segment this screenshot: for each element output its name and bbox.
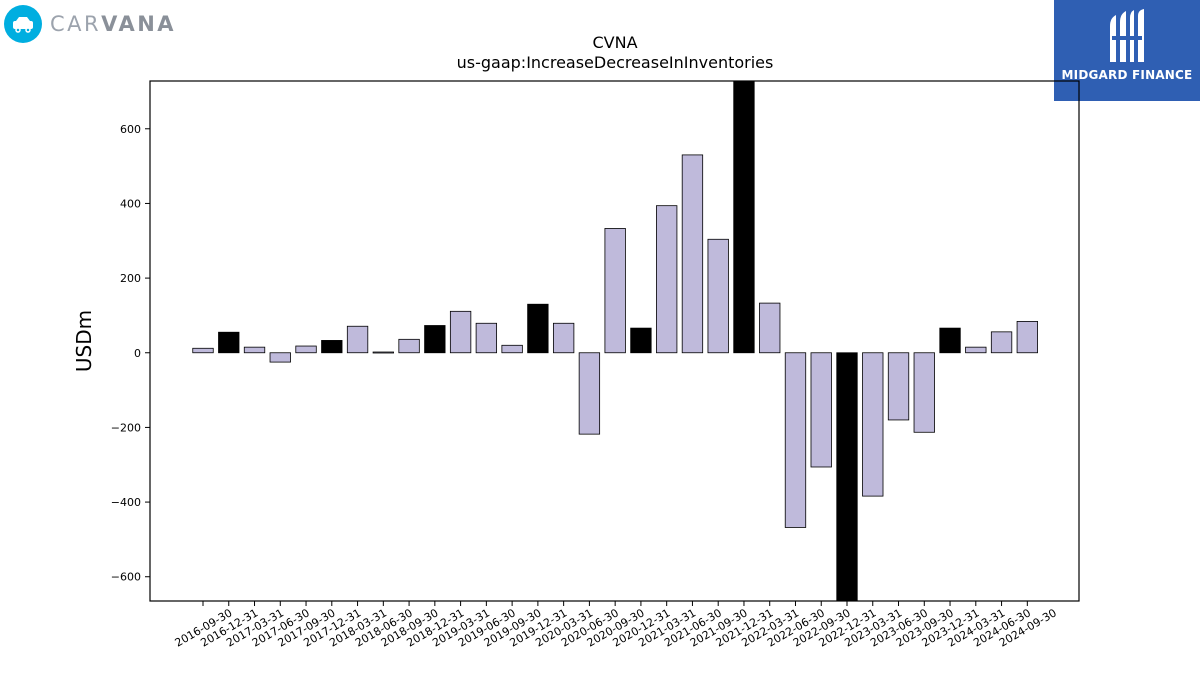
bar-2019-06-30 (475, 322, 498, 354)
bar-2019-09-30 (501, 344, 523, 354)
bar-2020-03-31 (552, 322, 575, 354)
bar-2018-06-30 (372, 351, 394, 354)
bar-2024-03-31 (965, 346, 987, 354)
bar-2018-03-31 (346, 325, 369, 354)
bar-2019-12-31 (527, 303, 549, 354)
bar-2022-09-30 (810, 352, 832, 468)
y-tick-label: −200 (111, 421, 141, 434)
bar-2017-06-30 (269, 352, 291, 363)
bar-2021-06-30 (681, 154, 704, 354)
bar-2024-09-30 (1016, 320, 1038, 354)
bar-2024-06-30 (990, 331, 1013, 354)
chart-subtitle: us-gaap:IncreaseDecreaseInInventories (457, 53, 774, 72)
bar-2017-12-31 (321, 340, 343, 354)
y-tick-label: 400 (120, 197, 141, 210)
bar-2023-03-31 (862, 352, 884, 497)
bar-2021-12-31 (733, 80, 755, 354)
y-axis: −600 −400 −200 0 200 400 600 (111, 123, 150, 584)
bar-2022-03-31 (759, 302, 781, 354)
y-tick-label: −600 (111, 571, 141, 584)
car-icon (4, 5, 42, 43)
y-tick-label: −400 (111, 496, 141, 509)
carvana-wordmark-bold: VANA (101, 12, 177, 36)
bar-2022-12-31 (836, 352, 858, 602)
y-tick-label: 600 (120, 123, 141, 136)
bars-group (192, 80, 1038, 602)
bar-2016-09-30 (192, 347, 214, 354)
bar-2019-03-31 (449, 310, 472, 354)
x-axis: 2016-09-302016-12-312017-03-312017-06-30… (173, 601, 1059, 650)
bar-2018-12-31 (424, 325, 446, 354)
midgard-emblem-icon (1110, 9, 1144, 62)
bar-2023-06-30 (887, 352, 910, 421)
y-tick-label: 200 (120, 272, 141, 285)
bar-2023-12-31 (939, 327, 961, 354)
bar-2021-09-30 (707, 238, 729, 354)
carvana-wordmark-light: CAR (50, 12, 102, 36)
bar-2023-09-30 (913, 352, 935, 433)
bar-2018-09-30 (398, 338, 420, 354)
carvana-wordmark: CARVANA (50, 12, 176, 36)
chart-title: CVNA (592, 33, 637, 52)
midgard-finance-logo: MIDGARD FINANCE (1054, 0, 1200, 101)
plot-frame (149, 80, 1080, 602)
midgard-finance-wordmark: MIDGARD FINANCE (1061, 68, 1193, 82)
bar-2022-06-30 (784, 352, 807, 528)
bar-2016-12-31 (218, 331, 240, 354)
y-tick-label: 0 (134, 347, 141, 360)
bar-2020-06-30 (578, 352, 601, 435)
bar-2017-09-30 (295, 345, 317, 354)
bar-2020-12-31 (630, 327, 652, 354)
bar-2020-09-30 (604, 228, 626, 354)
y-axis-label: USDm (72, 310, 96, 372)
bar-2017-03-31 (243, 346, 266, 354)
carvana-logo: CARVANA (4, 4, 176, 44)
bar-2021-03-31 (656, 205, 678, 354)
